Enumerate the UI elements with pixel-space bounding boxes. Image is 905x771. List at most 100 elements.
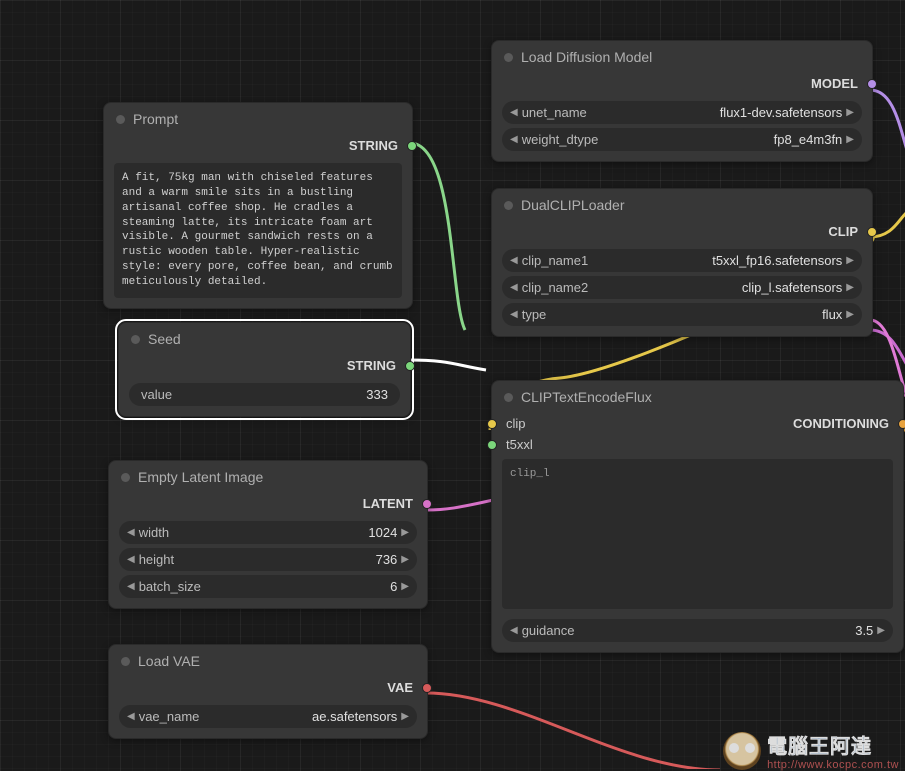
widget-weight_dtype[interactable]: ◀weight_dtypefp8_e4m3fn▶: [502, 128, 862, 151]
widget-value-text: 736: [376, 552, 398, 567]
node-dual-clip[interactable]: DualCLIPLoader CLIP ◀ clip_name1 t5xxl_fp1…: [491, 188, 873, 337]
node-header[interactable]: Prompt: [104, 103, 412, 135]
node-clip-encode[interactable]: CLIPTextEncodeFlux clip CONDITIONING t5x…: [491, 380, 904, 653]
widget-batch_size[interactable]: ◀batch_size6▶: [119, 575, 417, 598]
node-load-vae[interactable]: Load VAE VAE ◀ vae_name ae.safetensors ▶: [108, 644, 428, 739]
port-output-icon[interactable]: [867, 227, 877, 237]
chevron-right-icon[interactable]: ▶: [401, 581, 409, 592]
output-label: MODEL: [811, 76, 858, 91]
widget-value-text: ae.safetensors: [312, 709, 397, 724]
port-input-icon[interactable]: [487, 440, 497, 450]
wire: [426, 693, 720, 769]
node-header[interactable]: Seed: [119, 323, 410, 355]
chevron-left-icon[interactable]: ◀: [510, 282, 518, 293]
node-header[interactable]: CLIPTextEncodeFlux: [492, 381, 903, 413]
chevron-right-icon[interactable]: ▶: [846, 282, 854, 293]
node-empty-latent[interactable]: Empty Latent Image LATENT ◀width1024▶◀he…: [108, 460, 428, 609]
node-seed[interactable]: Seed STRING value 333: [118, 322, 411, 417]
widget-label: clip_name1: [522, 253, 589, 268]
widget-clip_name2[interactable]: ◀clip_name2clip_l.safetensors▶: [502, 276, 862, 299]
output-latent: LATENT: [109, 493, 427, 517]
collapse-dot-icon[interactable]: [504, 53, 513, 62]
widget-value-text: 1024: [368, 525, 397, 540]
widget-clip_name1[interactable]: ◀ clip_name1 t5xxl_fp16.safetensors ▶: [502, 249, 862, 272]
chevron-right-icon[interactable]: ▶: [401, 554, 409, 565]
chevron-left-icon[interactable]: ◀: [127, 527, 135, 538]
chevron-right-icon[interactable]: ▶: [846, 134, 854, 145]
output-string: STRING: [104, 135, 412, 159]
widget-guidance[interactable]: ◀ guidance 3.5 ▶: [502, 619, 893, 642]
widget-list: ◀ vae_name ae.safetensors ▶: [109, 705, 427, 728]
port-output-icon[interactable]: [407, 141, 417, 151]
widget-value-text: 333: [366, 387, 388, 402]
chevron-left-icon[interactable]: ◀: [510, 107, 518, 118]
chevron-right-icon[interactable]: ▶: [401, 711, 409, 722]
collapse-dot-icon[interactable]: [131, 335, 140, 344]
prompt-textbox[interactable]: A fit, 75kg man with chiseled features a…: [114, 163, 402, 298]
widget-label: batch_size: [139, 579, 201, 594]
widget-type[interactable]: ◀ type flux ▶: [502, 303, 862, 326]
chevron-right-icon[interactable]: ▶: [846, 255, 854, 266]
input-label: clip: [506, 416, 526, 431]
node-title: Prompt: [133, 111, 178, 127]
widget-width[interactable]: ◀width1024▶: [119, 521, 417, 544]
node-header[interactable]: DualCLIPLoader: [492, 189, 872, 221]
widget-list: ◀ clip_name1 t5xxl_fp16.safetensors ▶ ◀ clip_…: [492, 249, 872, 326]
widget-label: guidance: [522, 623, 575, 638]
port-output-icon[interactable]: [422, 683, 432, 693]
chevron-right-icon[interactable]: ▶: [846, 309, 854, 320]
chevron-right-icon[interactable]: ▶: [846, 107, 854, 118]
chevron-right-icon[interactable]: ▶: [401, 527, 409, 538]
chevron-left-icon[interactable]: ◀: [127, 581, 135, 592]
widget-value-text: t5xxl_fp16.safetensors: [712, 253, 842, 268]
chevron-left-icon[interactable]: ◀: [127, 711, 135, 722]
chevron-left-icon[interactable]: ◀: [510, 134, 518, 145]
port-output-icon[interactable]: [867, 79, 877, 89]
node-load-diffusion[interactable]: Load Diffusion Model MODEL ◀unet_nameflu…: [491, 40, 873, 162]
widget-value-text: clip_l.safetensors: [742, 280, 842, 295]
output-clip: CLIP: [492, 221, 872, 245]
collapse-dot-icon[interactable]: [504, 201, 513, 210]
widget-value[interactable]: value 333: [129, 383, 400, 406]
node-header[interactable]: Load Diffusion Model: [492, 41, 872, 73]
widget-vae_name[interactable]: ◀ vae_name ae.safetensors ▶: [119, 705, 417, 728]
node-title: DualCLIPLoader: [521, 197, 625, 213]
node-header[interactable]: Empty Latent Image: [109, 461, 427, 493]
widget-value-text: flux1-dev.safetensors: [720, 105, 843, 120]
collapse-dot-icon[interactable]: [504, 393, 513, 402]
input-t5xxl: t5xxl: [492, 434, 903, 455]
watermark-face-icon: [723, 732, 761, 770]
chevron-left-icon[interactable]: ◀: [127, 554, 135, 565]
widget-label: vae_name: [139, 709, 200, 724]
widget-list: ◀ guidance 3.5 ▶: [492, 619, 903, 642]
chevron-right-icon[interactable]: ▶: [877, 625, 885, 636]
chevron-left-icon[interactable]: ◀: [510, 625, 518, 636]
node-prompt[interactable]: Prompt STRING A fit, 75kg man with chise…: [103, 102, 413, 309]
output-label: CLIP: [828, 224, 858, 239]
widget-unet_name[interactable]: ◀unet_nameflux1-dev.safetensors▶: [502, 101, 862, 124]
widget-height[interactable]: ◀ height 736▶: [119, 548, 417, 571]
widget-value-text: flux: [822, 307, 842, 322]
node-header[interactable]: Load VAE: [109, 645, 427, 677]
collapse-dot-icon[interactable]: [121, 657, 130, 666]
clip-l-textbox[interactable]: clip_l: [502, 459, 893, 609]
chevron-left-icon[interactable]: ◀: [510, 255, 518, 266]
output-label: STRING: [347, 358, 396, 373]
collapse-dot-icon[interactable]: [121, 473, 130, 482]
widget-value-text: 3.5: [855, 623, 873, 638]
output-label: STRING: [349, 138, 398, 153]
port-input-icon[interactable]: [487, 419, 497, 429]
widget-value-text: fp8_e4m3fn: [774, 132, 843, 147]
node-title: CLIPTextEncodeFlux: [521, 389, 652, 405]
watermark-url: http://www.kocpc.com.tw: [767, 759, 899, 771]
chevron-left-icon[interactable]: ◀: [510, 309, 518, 320]
port-output-icon[interactable]: [405, 361, 415, 371]
output-model: MODEL: [492, 73, 872, 97]
port-output-icon[interactable]: [422, 499, 432, 509]
widget-label: height: [139, 552, 174, 567]
collapse-dot-icon[interactable]: [116, 115, 125, 124]
widget-label: type: [522, 307, 547, 322]
port-output-icon[interactable]: [898, 419, 905, 429]
output-label: CONDITIONING: [793, 416, 889, 431]
output-label: VAE: [387, 680, 413, 695]
